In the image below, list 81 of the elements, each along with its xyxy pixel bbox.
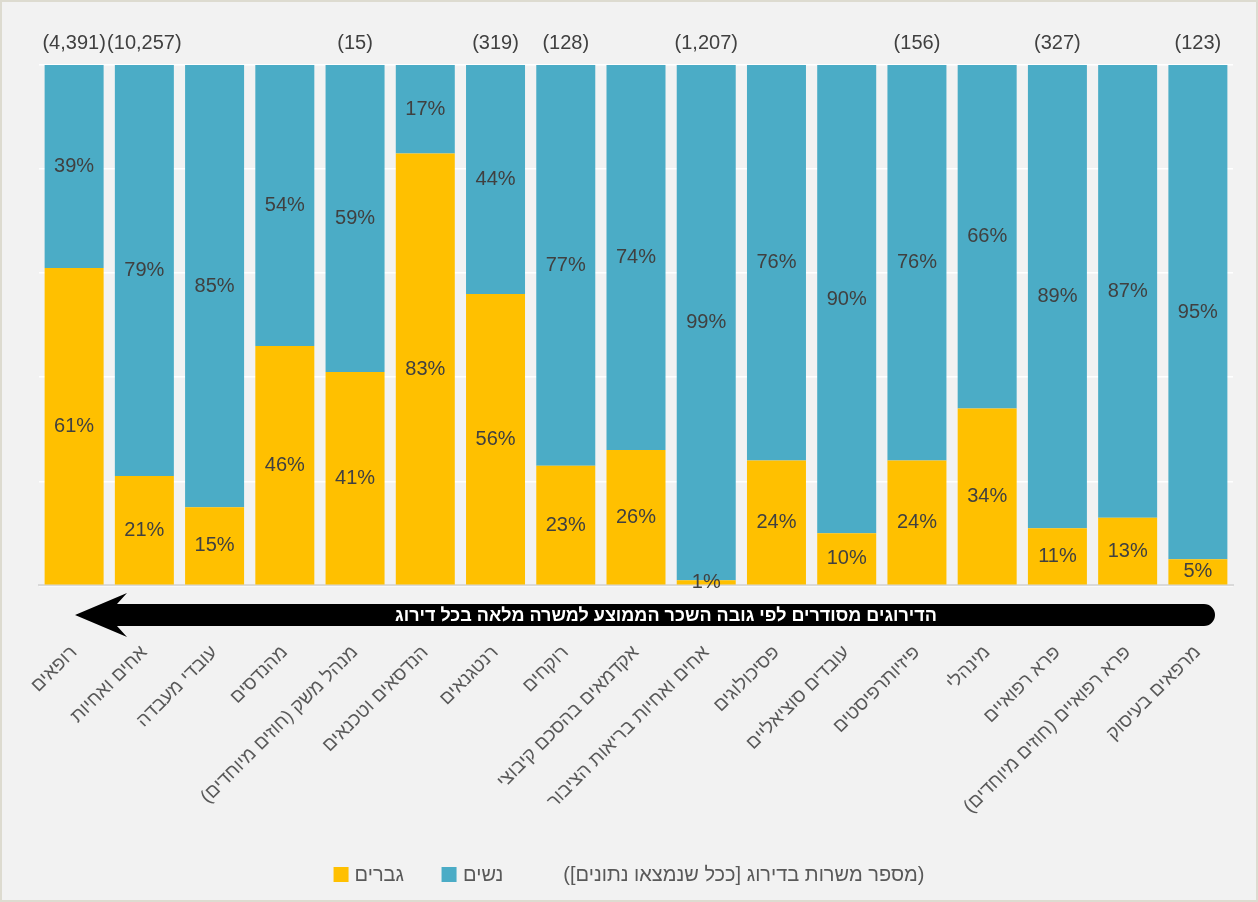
data-label: 87%: [1107, 278, 1148, 301]
data-label: 1%: [691, 569, 721, 592]
data-label: 54%: [264, 193, 306, 216]
bar: [817, 65, 877, 534]
bar: [746, 460, 806, 585]
data-label: 61%: [54, 413, 95, 436]
bar: [887, 460, 947, 585]
bar: [114, 476, 174, 585]
data-label: 95%: [1177, 299, 1219, 322]
bar: [606, 450, 666, 585]
data-label: 44%: [475, 167, 516, 189]
bar: [887, 65, 947, 461]
data-label: 79%: [124, 258, 165, 281]
annotation: (4,391): [42, 30, 106, 53]
data-label: 74%: [615, 245, 657, 268]
bar: [1098, 65, 1158, 518]
bar: [817, 533, 877, 585]
annotation: (319): [472, 30, 519, 53]
data-label: 89%: [1037, 284, 1078, 307]
bar: [1027, 65, 1087, 529]
data-label: 21%: [124, 517, 165, 540]
data-label: 15%: [194, 533, 235, 556]
annotation: (15): [337, 30, 373, 53]
data-label: 77%: [545, 252, 586, 275]
bar: [44, 267, 104, 585]
data-label: 99%: [686, 310, 727, 333]
data-label: 39%: [54, 153, 95, 176]
data-label: 24%: [896, 510, 938, 533]
bar: [957, 408, 1017, 585]
bar: [395, 153, 455, 585]
legend-label: גברים: [354, 863, 405, 886]
bar: [466, 293, 526, 585]
data-label: 11%: [1038, 543, 1077, 566]
data-label: 26%: [615, 504, 657, 527]
data-label: 46%: [264, 452, 306, 475]
x-tick-label: מהנדסים: [225, 641, 292, 708]
bar: [536, 65, 596, 466]
bar: [957, 65, 1017, 409]
data-label: 13%: [1107, 538, 1148, 561]
legend-title: (מספר משרות בדירוג [ככל שנמצאו נתונים]): [563, 863, 925, 886]
bar: [185, 65, 245, 508]
bar: [1027, 528, 1087, 585]
x-tick-label: רוקחים: [517, 641, 573, 696]
bar: [746, 65, 806, 461]
x-tick-label: רנטגנאים: [434, 641, 503, 709]
data-label: 56%: [475, 426, 516, 449]
bar: [255, 346, 315, 585]
data-label: 10%: [826, 546, 867, 569]
data-label: 66%: [967, 224, 1008, 247]
bar: [44, 65, 104, 268]
annotation: (156): [893, 30, 941, 53]
bar: [1168, 65, 1228, 560]
data-label: 34%: [967, 484, 1008, 507]
data-label: 41%: [335, 465, 376, 488]
data-label: 76%: [896, 250, 938, 273]
bar: [606, 65, 666, 451]
data-label: 83%: [405, 356, 446, 379]
bar: [466, 65, 526, 294]
data-label: 24%: [756, 510, 797, 533]
data-label: 76%: [756, 250, 797, 273]
bar: [536, 465, 596, 585]
data-label: 5%: [1183, 559, 1213, 582]
annotation: (123): [1174, 30, 1222, 53]
bar: [325, 372, 385, 585]
annotation: (327): [1034, 30, 1081, 53]
annotation: (10,257): [107, 30, 182, 53]
bar: [185, 507, 245, 585]
data-label: 85%: [194, 273, 235, 296]
data-label: 59%: [335, 206, 376, 229]
bar: [395, 65, 455, 154]
bar: [114, 65, 174, 477]
bar: [325, 65, 385, 373]
legend-label: נשים: [463, 863, 504, 886]
annotation: (128): [542, 30, 590, 53]
data-label: 17%: [405, 96, 446, 119]
text: הדירוגים מסודרים לפי גובה השכר הממוצע למשרה מלאה בכל דירוג: [394, 604, 938, 627]
bar: [1098, 517, 1158, 585]
data-label: 23%: [545, 512, 586, 535]
annotation: (1,207): [674, 30, 738, 53]
data-label: 90%: [826, 286, 867, 309]
bar: [255, 65, 315, 346]
